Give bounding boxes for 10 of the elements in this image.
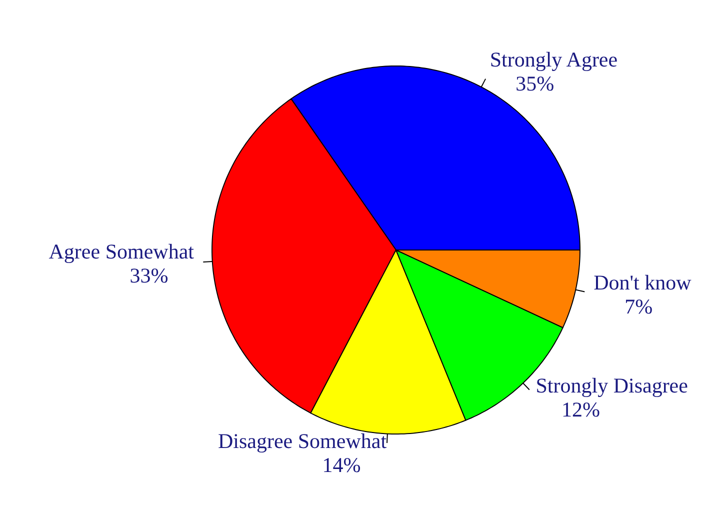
data-label: 14% — [322, 453, 361, 478]
slice-label: Disagree Somewhat — [218, 429, 387, 454]
data-label: 12% — [561, 397, 600, 422]
data-label: 7% — [624, 294, 653, 319]
slice-label: Agree Somewhat — [48, 240, 194, 264]
data-label: 33% — [130, 264, 168, 288]
data-label: 35% — [516, 72, 554, 96]
slice-label: Strongly Disagree — [536, 373, 688, 398]
slice-label: Strongly Agree — [490, 48, 618, 72]
slice-label: Don't know — [594, 270, 692, 295]
